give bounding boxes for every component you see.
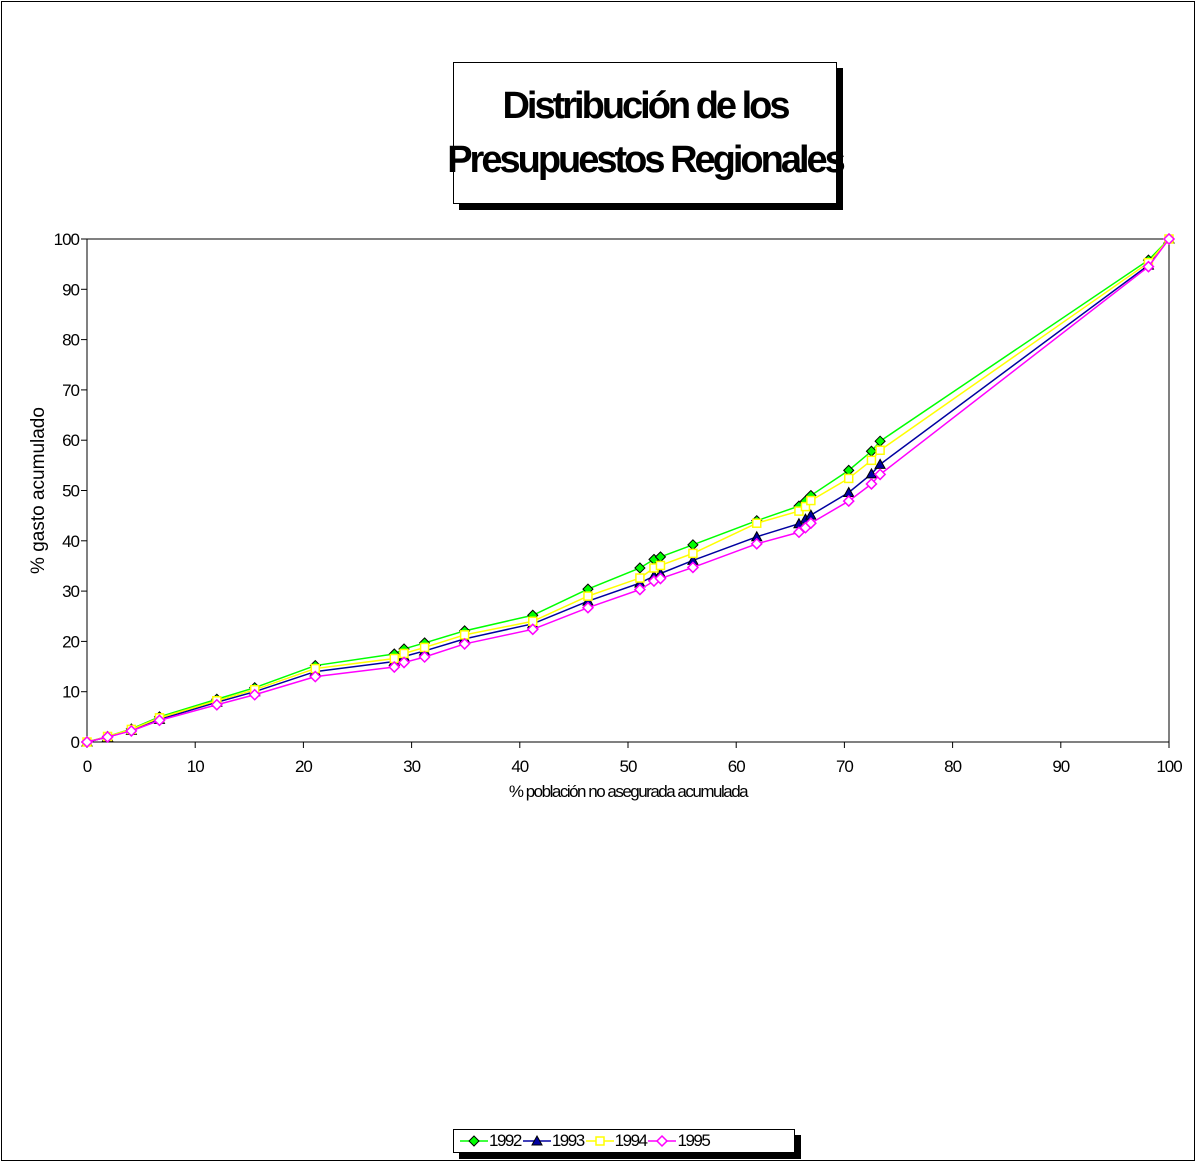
data-point-1995-9 bbox=[418, 650, 431, 664]
data-point-1994-8 bbox=[399, 648, 409, 659]
data-point-1995-11 bbox=[526, 623, 539, 636]
legend-label-1992: 1992 bbox=[489, 1131, 522, 1150]
legend-item-1992: 1992 bbox=[460, 1131, 522, 1151]
data-point-1995-6 bbox=[309, 670, 322, 683]
data-point-1994-12 bbox=[583, 591, 593, 601]
legend-marker-1995 bbox=[656, 1134, 669, 1148]
legend-marker-1992 bbox=[468, 1135, 480, 1147]
legend-marker-1994 bbox=[594, 1136, 605, 1146]
y-axis-label: % gasto acumulado bbox=[28, 407, 49, 574]
data-point-1994-15 bbox=[655, 560, 666, 571]
y-tick-label-5: 50 bbox=[62, 482, 79, 501]
data-point-1995-21 bbox=[842, 495, 855, 508]
data-point-1995-25 bbox=[1162, 232, 1176, 246]
data-point-1995-24 bbox=[1142, 260, 1155, 273]
x-tick-label-6: 60 bbox=[728, 757, 745, 776]
series-1995 bbox=[80, 232, 1176, 749]
legend-box: 1992 1993 1994 1995 bbox=[453, 1129, 795, 1153]
series-line-1993 bbox=[86, 238, 1170, 743]
data-point-1995-8 bbox=[397, 656, 411, 669]
data-point-1992-13 bbox=[634, 562, 646, 574]
data-point-1995-20 bbox=[804, 517, 817, 530]
data-point-1994-19 bbox=[800, 501, 811, 512]
x-tick-label-7: 70 bbox=[836, 757, 853, 776]
data-point-1994-13 bbox=[635, 573, 645, 583]
x-tick-label-3: 30 bbox=[403, 757, 420, 776]
y-tick-label-1: 10 bbox=[62, 683, 79, 702]
data-point-1994-9 bbox=[419, 642, 430, 653]
legend: 1992 1993 1994 1995 bbox=[453, 1129, 801, 1159]
data-point-1995-0 bbox=[80, 735, 94, 749]
series-line-1992 bbox=[86, 238, 1170, 743]
legend-marker-1993 bbox=[530, 1134, 543, 1146]
legend-label-1993: 1993 bbox=[551, 1131, 585, 1150]
data-point-1995-2 bbox=[125, 724, 138, 737]
legend-swatch-1993 bbox=[522, 1134, 551, 1146]
chart-title-box: Distribución de los Presupuestos Regiona… bbox=[447, 62, 846, 204]
legend-swatch-1994 bbox=[585, 1136, 614, 1146]
legend-item-1995: 1995 bbox=[648, 1131, 711, 1151]
x-tick-label-9: 90 bbox=[1052, 757, 1069, 776]
series-line-1994 bbox=[86, 238, 1170, 743]
legend-label-1995: 1995 bbox=[677, 1131, 710, 1150]
legend-swatch-1992 bbox=[460, 1135, 488, 1147]
data-point-1995-16 bbox=[686, 561, 699, 574]
y-tick-label-4: 40 bbox=[62, 532, 79, 551]
data-point-1994-20 bbox=[806, 495, 816, 506]
data-point-1995-4 bbox=[210, 698, 223, 711]
data-point-1994-17 bbox=[752, 518, 762, 528]
y-tick-label-7: 70 bbox=[62, 381, 79, 400]
x-tick-label-5: 50 bbox=[620, 757, 637, 776]
data-point-1995-12 bbox=[581, 601, 595, 614]
data-point-1995-3 bbox=[153, 714, 166, 727]
data-point-1995-7 bbox=[388, 660, 401, 674]
x-tick-label-0: 0 bbox=[83, 757, 92, 776]
data-point-1994-23 bbox=[875, 445, 885, 456]
data-point-1995-17 bbox=[750, 537, 763, 550]
legend-swatch-1995 bbox=[648, 1134, 677, 1148]
data-point-1995-13 bbox=[633, 583, 646, 596]
data-point-1995-22 bbox=[865, 477, 878, 491]
data-point-1994-21 bbox=[843, 473, 854, 484]
x-tick-label-10: 100 bbox=[1156, 757, 1182, 776]
data-point-1995-1 bbox=[101, 730, 114, 744]
data-point-1995-15 bbox=[654, 572, 667, 585]
x-tick-label-4: 40 bbox=[511, 757, 528, 776]
chart-title-line-1: Distribución de los bbox=[502, 85, 790, 127]
data-point-1994-16 bbox=[688, 548, 698, 559]
x-tick-label-1: 10 bbox=[187, 757, 204, 776]
legend-item-1994: 1994 bbox=[585, 1131, 648, 1151]
y-tick-label-2: 20 bbox=[62, 632, 79, 651]
y-tick-label-3: 30 bbox=[62, 582, 79, 601]
x-tick-label-8: 80 bbox=[944, 757, 961, 776]
x-axis-label: % población no asegurada acumulada bbox=[509, 782, 749, 801]
x-tick-label-2: 20 bbox=[295, 757, 312, 776]
y-tick-label-0: 0 bbox=[71, 733, 80, 752]
y-tick-label-10: 100 bbox=[54, 230, 80, 249]
y-tick-label-8: 80 bbox=[62, 331, 79, 350]
data-point-1995-5 bbox=[248, 688, 261, 701]
series-line-1995 bbox=[86, 238, 1170, 743]
data-point-1995-23 bbox=[874, 468, 887, 481]
data-point-1994-10 bbox=[459, 630, 470, 640]
legend-label-1994: 1994 bbox=[614, 1131, 648, 1150]
y-tick-label-9: 90 bbox=[62, 280, 79, 299]
legend-item-1993: 1993 bbox=[522, 1131, 585, 1151]
plot-border bbox=[86, 238, 1170, 743]
chart-title-line-2: Presupuestos Regionales bbox=[447, 139, 846, 181]
y-tick-label-6: 60 bbox=[62, 431, 79, 450]
data-point-1994-22 bbox=[866, 455, 877, 466]
data-point-1995-10 bbox=[458, 637, 471, 650]
